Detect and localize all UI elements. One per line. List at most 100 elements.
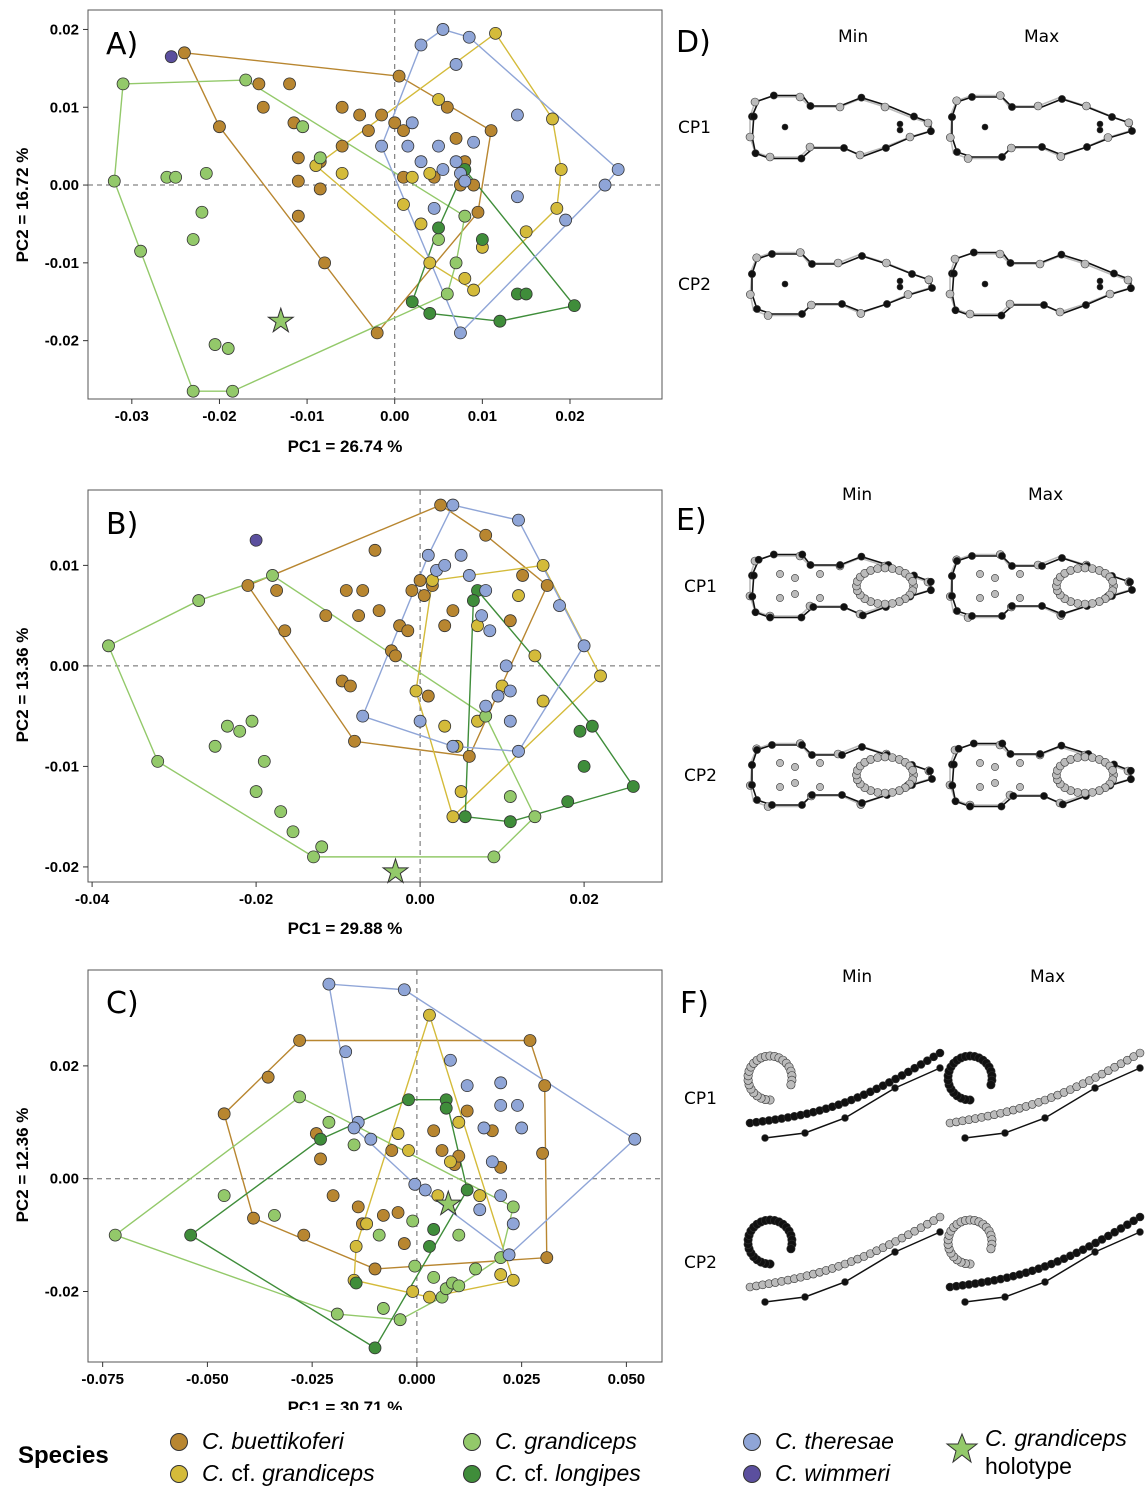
point-c-grandiceps <box>274 805 288 819</box>
semilandmark <box>1073 564 1082 573</box>
target-outline <box>749 1052 941 1124</box>
legend-label-theresae: C. theresae <box>775 1428 894 1454</box>
landmark-target <box>858 743 866 751</box>
shape-cp1-max <box>945 91 1136 163</box>
point-c-theresae <box>467 135 480 149</box>
point-c-theresae <box>512 744 525 758</box>
semilandmark-curve <box>1110 1227 1119 1237</box>
landmark-target <box>1058 800 1067 809</box>
legend-title: Species <box>18 1442 109 1469</box>
landmark-reference <box>882 258 891 268</box>
landmark-target <box>951 797 960 806</box>
landmark-interior <box>976 759 984 767</box>
y-tick-label: -0.02 <box>45 1283 79 1300</box>
landmark-target <box>768 741 776 749</box>
panel-label: A) <box>106 27 138 62</box>
landmark-reference <box>1082 101 1091 111</box>
point-c-theresae <box>414 155 428 169</box>
point-c-theresae <box>502 1248 516 1262</box>
y-tick-label: 0.00 <box>50 658 79 675</box>
landmark-reference <box>1056 152 1066 161</box>
semilandmark-hook <box>986 1080 996 1090</box>
landmark-interior <box>791 763 799 771</box>
landmark-reference <box>1005 299 1015 309</box>
landmark-target <box>748 592 757 601</box>
point-c-theresae <box>347 1121 361 1135</box>
point-c-theresae <box>491 689 505 703</box>
point-c-cf-grandiceps <box>349 1239 363 1253</box>
point-c-cf-grandiceps <box>432 93 445 106</box>
landmark-reference <box>905 132 915 142</box>
landmark-interior <box>816 759 824 767</box>
landmark-target <box>948 113 956 121</box>
point-c-theresae <box>364 1132 378 1146</box>
point-c-buettikoferi <box>427 1124 441 1138</box>
landmark-interior <box>896 120 904 128</box>
landmark-target <box>966 802 974 811</box>
landmark-reference <box>745 132 755 142</box>
point-c-theresae <box>454 326 467 340</box>
landmark-interior <box>816 783 824 791</box>
landmark-target <box>809 603 818 611</box>
semilandmark-curve <box>1116 1224 1126 1233</box>
point-c-buettikoferi <box>397 124 410 137</box>
shape-cp2-max <box>945 248 1135 320</box>
landmark-target <box>808 751 816 759</box>
landmark-interior <box>1016 594 1024 602</box>
landmark-target <box>808 791 816 799</box>
point-c-grandiceps <box>217 1189 231 1203</box>
point-c-grandiceps <box>186 233 200 246</box>
point-c-cf-longipes <box>475 233 489 246</box>
landmark-target <box>1127 284 1135 293</box>
legend: Species C. buettikoferi C. cf. grandicep… <box>0 1410 1145 1499</box>
hull-c-buettikoferi <box>223 1039 548 1270</box>
point-c-theresae <box>449 58 463 71</box>
pca-figure: -0.03 -0.02 -0.01 0.00 0.01 0.02 -0.02 -0.01 0.0… <box>13 9 1145 1410</box>
point-c-grandiceps <box>449 256 463 270</box>
landmark-target <box>1008 103 1016 111</box>
point-c-cf-grandiceps <box>536 694 550 708</box>
point-c-cf-grandiceps <box>397 198 410 211</box>
column-header-min: Min <box>842 967 872 987</box>
landmark-reference <box>765 152 775 162</box>
landmark-reference <box>952 96 961 106</box>
landmark-interior <box>981 123 989 131</box>
landmark-target <box>1009 792 1018 800</box>
point-c-buettikoferi <box>247 1211 260 1225</box>
x-tick-label: -0.02 <box>239 891 273 908</box>
landmark-interior <box>816 570 824 578</box>
x-tick-label: -0.025 <box>291 1371 334 1388</box>
point-c-grandiceps <box>226 384 239 398</box>
point-c-grandiceps <box>249 785 263 798</box>
landmark-target <box>1040 301 1048 309</box>
shape-cp1-max <box>945 550 1136 622</box>
landmark-target <box>1126 578 1134 586</box>
point-c-cf-grandiceps <box>536 558 550 572</box>
point-c-buettikoferi <box>270 584 284 597</box>
landmark-interior <box>791 590 799 598</box>
landmark-target <box>998 739 1007 748</box>
point-c-buettikoferi <box>405 584 419 597</box>
point-c-buettikoferi <box>356 584 370 597</box>
landmark-reference <box>795 248 805 257</box>
hull-c-grandiceps <box>113 79 466 392</box>
landmark-target <box>998 153 1006 161</box>
point-c-buettikoferi <box>392 69 406 83</box>
semilandmark-curve <box>1123 1220 1132 1229</box>
landmark-target <box>969 248 978 257</box>
landmark-interior <box>776 570 784 578</box>
point-c-grandiceps <box>313 151 327 165</box>
point-c-cf-grandiceps <box>554 163 568 176</box>
landmark-target <box>927 586 935 595</box>
landmark-reference <box>763 311 773 320</box>
landmark-interior <box>976 594 984 602</box>
landmark-target <box>1057 741 1066 750</box>
landmark-reference <box>903 290 913 299</box>
point-c-grandiceps <box>233 724 247 738</box>
holotype-star <box>381 857 410 884</box>
landmark-target <box>948 592 956 600</box>
point-c-theresae <box>494 1098 508 1112</box>
point-c-theresae <box>511 190 524 204</box>
point-c-grandiceps <box>307 850 320 864</box>
point-c-grandiceps <box>266 569 279 582</box>
